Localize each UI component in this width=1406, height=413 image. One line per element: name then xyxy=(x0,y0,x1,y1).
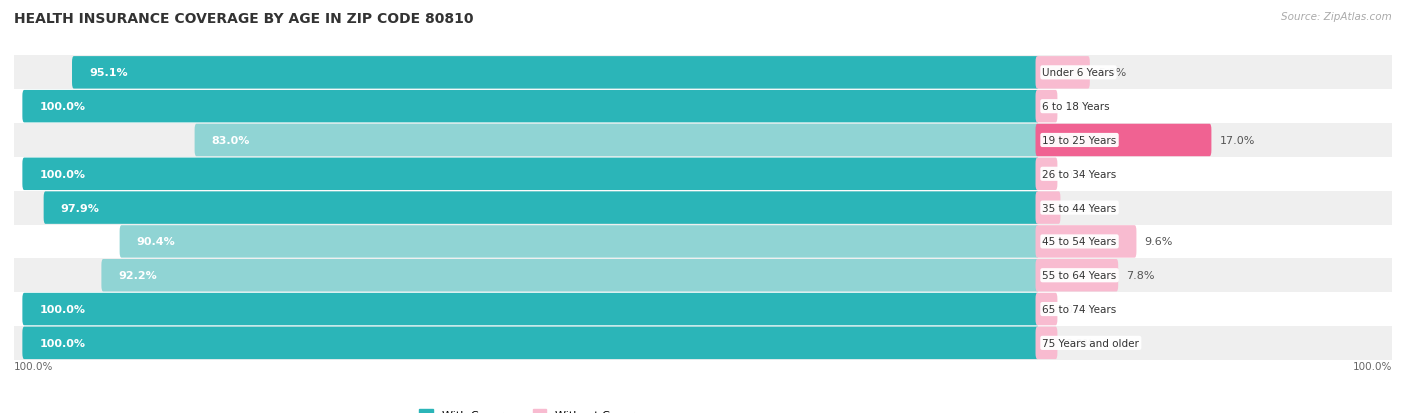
Text: 2.1%: 2.1% xyxy=(1069,203,1097,213)
Legend: With Coverage, Without Coverage: With Coverage, Without Coverage xyxy=(415,405,661,413)
Text: 6 to 18 Years: 6 to 18 Years xyxy=(1042,102,1109,112)
FancyBboxPatch shape xyxy=(44,192,1039,224)
Bar xyxy=(14,326,1392,360)
Text: 65 to 74 Years: 65 to 74 Years xyxy=(1042,304,1116,314)
Text: 100.0%: 100.0% xyxy=(39,169,86,179)
FancyBboxPatch shape xyxy=(120,225,1039,258)
Text: 0.0%: 0.0% xyxy=(1066,338,1094,348)
Bar xyxy=(14,225,1392,259)
Text: 100.0%: 100.0% xyxy=(39,102,86,112)
Bar xyxy=(14,191,1392,225)
Text: Under 6 Years: Under 6 Years xyxy=(1042,68,1115,78)
Text: 83.0%: 83.0% xyxy=(212,135,250,146)
Text: 35 to 44 Years: 35 to 44 Years xyxy=(1042,203,1116,213)
Text: 0.0%: 0.0% xyxy=(1066,102,1094,112)
FancyBboxPatch shape xyxy=(1035,327,1057,359)
Bar xyxy=(14,292,1392,326)
Text: 55 to 64 Years: 55 to 64 Years xyxy=(1042,271,1116,280)
Bar xyxy=(14,90,1392,124)
Bar xyxy=(14,259,1392,292)
Text: 100.0%: 100.0% xyxy=(39,304,86,314)
Text: 9.6%: 9.6% xyxy=(1144,237,1173,247)
Bar xyxy=(14,124,1392,157)
FancyBboxPatch shape xyxy=(1035,91,1057,123)
Text: 0.0%: 0.0% xyxy=(1066,304,1094,314)
Text: 45 to 54 Years: 45 to 54 Years xyxy=(1042,237,1116,247)
Text: 5.0%: 5.0% xyxy=(1098,68,1126,78)
FancyBboxPatch shape xyxy=(1035,124,1212,157)
Text: 100.0%: 100.0% xyxy=(14,361,53,371)
Text: 7.8%: 7.8% xyxy=(1126,271,1154,280)
Bar xyxy=(14,56,1392,90)
FancyBboxPatch shape xyxy=(1035,158,1057,190)
Text: 97.9%: 97.9% xyxy=(60,203,100,213)
FancyBboxPatch shape xyxy=(1035,225,1136,258)
Text: 0.0%: 0.0% xyxy=(1066,169,1094,179)
FancyBboxPatch shape xyxy=(1035,259,1118,292)
Text: 100.0%: 100.0% xyxy=(39,338,86,348)
Text: 26 to 34 Years: 26 to 34 Years xyxy=(1042,169,1116,179)
Text: Source: ZipAtlas.com: Source: ZipAtlas.com xyxy=(1281,12,1392,22)
Text: 100.0%: 100.0% xyxy=(1353,361,1392,371)
Text: HEALTH INSURANCE COVERAGE BY AGE IN ZIP CODE 80810: HEALTH INSURANCE COVERAGE BY AGE IN ZIP … xyxy=(14,12,474,26)
Text: 75 Years and older: 75 Years and older xyxy=(1042,338,1139,348)
FancyBboxPatch shape xyxy=(72,57,1039,89)
FancyBboxPatch shape xyxy=(1035,192,1060,224)
FancyBboxPatch shape xyxy=(1035,57,1090,89)
Bar xyxy=(14,157,1392,191)
Text: 90.4%: 90.4% xyxy=(136,237,176,247)
Text: 95.1%: 95.1% xyxy=(89,68,128,78)
FancyBboxPatch shape xyxy=(22,158,1039,190)
FancyBboxPatch shape xyxy=(22,327,1039,359)
Text: 19 to 25 Years: 19 to 25 Years xyxy=(1042,135,1116,146)
Text: 92.2%: 92.2% xyxy=(118,271,157,280)
FancyBboxPatch shape xyxy=(194,124,1039,157)
FancyBboxPatch shape xyxy=(101,259,1039,292)
FancyBboxPatch shape xyxy=(1035,293,1057,325)
FancyBboxPatch shape xyxy=(22,293,1039,325)
Text: 17.0%: 17.0% xyxy=(1220,135,1256,146)
FancyBboxPatch shape xyxy=(22,91,1039,123)
